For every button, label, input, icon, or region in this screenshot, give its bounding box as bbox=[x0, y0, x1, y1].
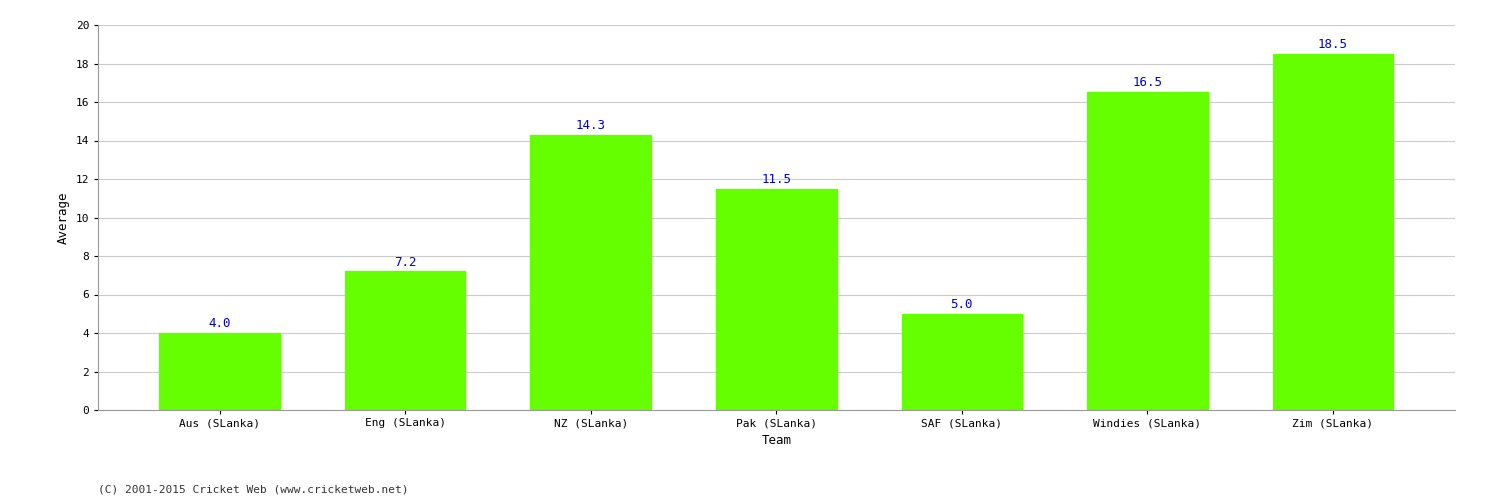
Bar bbox=[1088, 92, 1208, 410]
Text: 7.2: 7.2 bbox=[394, 256, 417, 268]
Text: 4.0: 4.0 bbox=[209, 317, 231, 330]
Bar bbox=[902, 314, 1022, 410]
Bar bbox=[716, 188, 837, 410]
Text: 11.5: 11.5 bbox=[760, 172, 790, 186]
Bar bbox=[531, 134, 651, 410]
Bar bbox=[345, 272, 465, 410]
Text: (C) 2001-2015 Cricket Web (www.cricketweb.net): (C) 2001-2015 Cricket Web (www.cricketwe… bbox=[98, 485, 408, 495]
Bar bbox=[1272, 54, 1394, 410]
X-axis label: Team: Team bbox=[760, 434, 792, 447]
Text: 16.5: 16.5 bbox=[1132, 76, 1162, 90]
Y-axis label: Average: Average bbox=[57, 191, 70, 244]
Text: 5.0: 5.0 bbox=[951, 298, 974, 311]
Text: 14.3: 14.3 bbox=[576, 119, 606, 132]
Bar bbox=[159, 333, 280, 410]
Text: 18.5: 18.5 bbox=[1318, 38, 1348, 51]
